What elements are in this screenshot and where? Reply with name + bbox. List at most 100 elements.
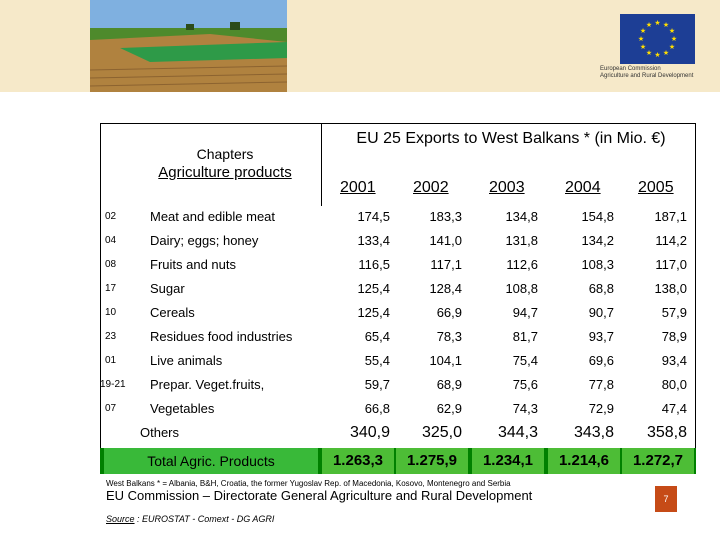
value-cell: 59,7 (364, 377, 390, 392)
value-cell: 94,7 (512, 305, 538, 320)
source-line: Source : EUROSTAT - Comext - DG AGRI (106, 514, 274, 524)
value-cell: 77,8 (588, 377, 614, 392)
product-label: Sugar (150, 281, 185, 296)
page-number: 7 (655, 486, 677, 512)
eu-flag-logo: ★ ★ ★ ★ ★ ★ ★ ★ ★ ★ ★ ★ (620, 14, 695, 64)
total-value: 1.272,7 (622, 448, 694, 474)
svg-text:★: ★ (640, 27, 646, 35)
chapter-code: 23 (105, 331, 117, 342)
others-value: 325,0 (421, 424, 462, 441)
value-cell: 72,9 (588, 401, 614, 416)
product-label: Residues food industries (150, 329, 293, 344)
chapter-code: 10 (105, 307, 117, 318)
total-value: 1.263,3 (322, 448, 394, 474)
value-cell: 138,0 (654, 281, 687, 296)
eu-caption-line1: European Commission (600, 66, 661, 72)
value-cell: 117,0 (655, 257, 687, 272)
value-cell: 134,2 (581, 233, 614, 248)
value-cell: 81,7 (512, 329, 538, 344)
value-cell: 47,4 (661, 401, 687, 416)
value-cell: 125,4 (357, 281, 390, 296)
table-title: EU 25 Exports to West Balkans * (in Mio.… (356, 130, 666, 147)
chapter-code: 02 (105, 211, 117, 222)
svg-text:★: ★ (646, 49, 652, 57)
table-row: 17 Sugar 125,4 128,4 108,8 68,8 138,0 (0, 277, 720, 301)
others-value: 358,8 (646, 424, 687, 441)
product-label: Vegetables (150, 401, 215, 416)
value-cell: 116,5 (358, 257, 390, 272)
value-cell: 104,1 (429, 353, 462, 368)
svg-text:★: ★ (640, 43, 646, 51)
value-cell: 66,8 (364, 401, 390, 416)
commission-footer: EU Commission – Directorate General Agri… (106, 488, 533, 503)
product-label: Fruits and nuts (150, 257, 236, 272)
svg-text:★: ★ (654, 19, 660, 27)
svg-text:★: ★ (663, 49, 669, 57)
year-header: 2005 (638, 179, 674, 196)
svg-text:★: ★ (654, 51, 660, 59)
total-label: Total Agric. Products (104, 448, 318, 474)
year-header: 2002 (413, 179, 449, 196)
chapters-label: Chapters (196, 146, 254, 162)
value-cell: 108,3 (581, 257, 614, 272)
year-header: 2004 (565, 179, 601, 196)
value-cell: 131,8 (505, 233, 538, 248)
value-cell: 174,5 (357, 209, 390, 224)
others-value: 340,9 (349, 424, 390, 441)
table-row: 01 Live animals 55,4 104,1 75,4 69,6 93,4 (0, 349, 720, 373)
value-cell: 75,4 (512, 353, 538, 368)
value-cell: 62,9 (436, 401, 462, 416)
footnote: West Balkans * = Albania, B&H, Croatia, … (106, 479, 511, 488)
value-cell: 78,3 (436, 329, 462, 344)
value-cell: 187,1 (654, 209, 687, 224)
product-label: Cereals (150, 305, 195, 320)
value-cell: 154,8 (581, 209, 614, 224)
table-row: 19-21 Prepar. Veget.fruits, 59,7 68,9 75,6 77… (0, 373, 720, 397)
value-cell: 55,4 (364, 353, 390, 368)
product-label: Meat and edible meat (150, 209, 276, 224)
svg-text:★: ★ (669, 27, 675, 35)
field-photo (90, 0, 287, 92)
value-cell: 68,8 (588, 281, 614, 296)
value-cell: 69,6 (588, 353, 614, 368)
value-cell: 114,2 (655, 233, 687, 248)
year-header: 2001 (340, 179, 376, 196)
value-cell: 128,4 (429, 281, 462, 296)
value-cell: 74,3 (512, 401, 538, 416)
chapter-code: 01 (105, 355, 117, 366)
value-cell: 65,4 (364, 329, 390, 344)
others-value: 343,8 (573, 424, 614, 441)
source-label: Source (106, 514, 135, 524)
table-row: 23 Residues food industries 65,4 78,3 81,7 93… (0, 325, 720, 349)
table-divider (321, 123, 322, 206)
value-cell: 141,0 (429, 233, 462, 248)
value-cell: 66,9 (436, 305, 462, 320)
product-label: Live animals (150, 353, 223, 368)
value-cell: 90,7 (588, 305, 614, 320)
table-row: 02 Meat and edible meat 174,5 183,3 134,8 154… (0, 205, 720, 229)
product-label: Prepar. Veget.fruits, (150, 377, 265, 392)
value-cell: 134,8 (505, 209, 538, 224)
eu-caption-line2: Agriculture and Rural Development (600, 73, 694, 79)
chapter-code: 19-21 (100, 379, 126, 390)
chapter-code: 17 (105, 283, 117, 294)
value-cell: 133,4 (357, 233, 390, 248)
value-cell: 112,6 (506, 257, 538, 272)
value-cell: 78,9 (661, 329, 687, 344)
table-row: 10 Cereals 125,4 66,9 94,7 90,7 57,9 (0, 301, 720, 325)
chapters-header: Chapters Agriculture products (140, 145, 310, 182)
svg-text:★: ★ (646, 21, 652, 29)
svg-text:★: ★ (638, 35, 644, 43)
value-cell: 125,4 (357, 305, 390, 320)
value-cell: 93,7 (588, 329, 614, 344)
value-cell: 108,8 (505, 281, 538, 296)
table-row: 08 Fruits and nuts 116,5 117,1 112,6 108,3 117… (0, 253, 720, 277)
total-value: 1.275,9 (396, 448, 468, 474)
table-row: 07 Vegetables 66,8 62,9 74,3 72,9 47,4 (0, 397, 720, 421)
value-cell: 183,3 (429, 209, 462, 224)
value-cell: 117,1 (430, 257, 462, 272)
value-cell: 80,0 (661, 377, 687, 392)
chapter-code: 07 (105, 403, 117, 414)
value-cell: 57,9 (661, 305, 687, 320)
source-text: : EUROSTAT - Comext - DG AGRI (134, 514, 275, 524)
